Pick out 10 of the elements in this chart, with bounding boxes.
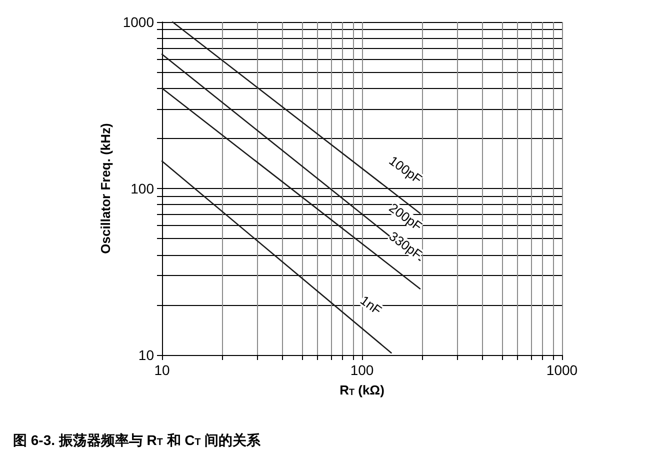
y-tick-label: 1000 xyxy=(122,14,154,30)
text: 图 6-3. 振荡器频率与 RT 和 CT 间的关系 xyxy=(13,432,262,448)
y-tick-label: 100 xyxy=(130,180,154,196)
text: 1nF xyxy=(358,292,385,318)
y-axis-title: Oscillator Freq. (kHz) xyxy=(98,123,113,254)
x-tick-label: 100 xyxy=(350,362,374,378)
x-tick-label: 10 xyxy=(154,362,170,378)
x-axis-title: RT (kΩ) xyxy=(340,382,384,398)
y-tick-label: 10 xyxy=(138,347,154,363)
x-tick-label: 1000 xyxy=(546,362,578,378)
